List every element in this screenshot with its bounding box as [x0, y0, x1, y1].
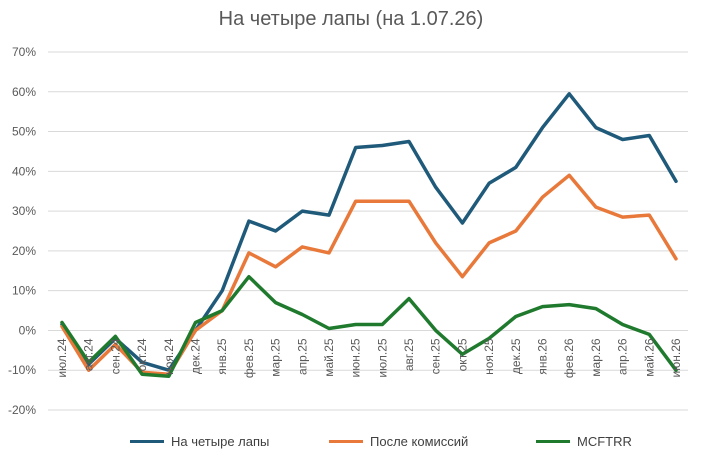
y-tick-label: 10%: [12, 284, 36, 298]
y-tick-label: 20%: [12, 244, 36, 258]
y-tick-label: 50%: [12, 125, 36, 139]
legend-item-series-1: На четыре лапы: [130, 434, 269, 449]
legend-label-series-2: После комиссий: [370, 434, 469, 449]
y-tick-label: 0%: [19, 323, 37, 337]
series-line-1: [60, 92, 678, 372]
x-tick-label: янв.25: [215, 338, 229, 375]
x-tick-label: дек.24: [188, 338, 202, 374]
x-tick-label: мар.25: [269, 338, 283, 377]
x-tick-label: май.25: [322, 338, 336, 377]
x-tick-label: июл.25: [375, 338, 389, 377]
x-tick-label: июл.24: [55, 338, 69, 377]
y-tick-label: -10%: [8, 363, 36, 377]
legend-item-series-3: MCFTRR: [536, 434, 632, 449]
y-tick-label: 70%: [12, 45, 36, 59]
x-tick-label: апр.26: [616, 338, 630, 375]
x-tick-label: май.26: [642, 338, 656, 377]
legend-swatch-series-2: [329, 440, 363, 443]
y-tick-label: 40%: [12, 164, 36, 178]
x-tick-label: сен.25: [429, 338, 443, 374]
series-line-3: [60, 274, 678, 378]
x-tick-label: окт.24: [135, 338, 149, 371]
x-tick-label: окт.25: [455, 338, 469, 371]
y-tick-label: 60%: [12, 85, 36, 99]
x-tick-label: мар.26: [589, 338, 603, 377]
x-tick-label: фев.25: [242, 338, 256, 378]
legend-swatch-series-1: [130, 440, 164, 443]
chart-title: На четыре лапы (на 1.07.26): [218, 8, 484, 30]
grid-lines: [48, 51, 688, 411]
x-tick-label: авг.25: [402, 338, 416, 371]
legend-swatch-series-3: [536, 440, 570, 443]
legend-item-series-2: После комиссий: [329, 434, 468, 449]
x-tick-label: июн.26: [669, 338, 683, 377]
x-tick-label: апр.25: [295, 338, 309, 375]
x-tick-label: авг.24: [82, 338, 96, 371]
x-tick-label: ноя.25: [482, 338, 496, 375]
x-tick-label: дек.25: [509, 338, 523, 374]
legend-label-series-1: На четыре лапы: [171, 434, 270, 449]
x-tick-label: фев.26: [562, 338, 576, 378]
series-lines: [60, 92, 678, 378]
series-line-2: [60, 173, 678, 376]
x-tick-label: сен.24: [108, 338, 122, 374]
y-tick-label: -20%: [8, 403, 36, 417]
x-tick-label: ноя.24: [162, 338, 176, 375]
y-axis-ticks: -20% -10% 0% 10% 20% 30% 40% 50% 60% 70%: [8, 45, 36, 417]
x-axis-ticks: июл.24 авг.24 сен.24 окт.24 ноя.24 дек.24 янв.…: [55, 338, 683, 378]
x-tick-label: янв.26: [536, 338, 550, 375]
legend: На четыре лапы После комиссий MCFTRR: [0, 434, 702, 454]
legend-label-series-3: MCFTRR: [577, 434, 632, 449]
x-tick-label: июн.25: [349, 338, 363, 377]
y-tick-label: 30%: [12, 204, 36, 218]
